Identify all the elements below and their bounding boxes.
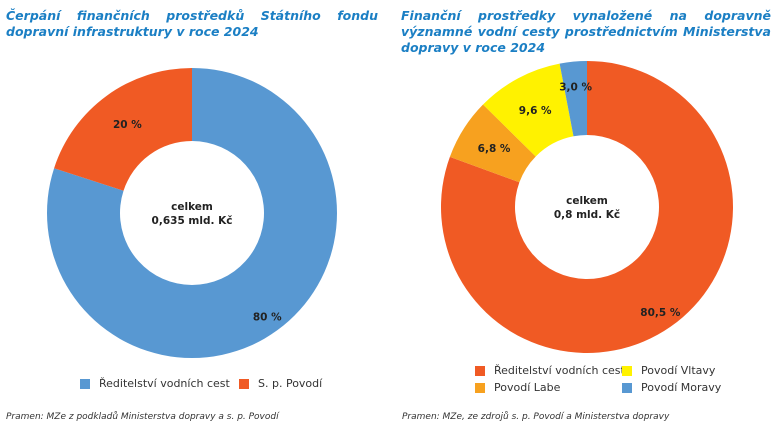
donut-slice [483,63,574,157]
center-label: celkem [566,195,608,207]
legend-item-povodi-moravy: Povodí Moravy [622,381,721,394]
donut-slice [559,61,587,137]
chart-2-title: Finanční prostředky vynaložené na doprav… [401,8,771,55]
legend-item-reditelstvi: Ředitelství vodních cest [80,377,230,390]
legend-label: Povodí Labe [494,381,561,394]
legend-label: S. p. Povodí [258,377,323,390]
legend-item-povodi-vltavy: Povodí Vltavy [622,364,715,377]
legend-swatch [475,382,485,393]
legend-label: Povodí Vltavy [641,364,716,377]
slice-value-label: 80,5 % [640,307,681,319]
legend-swatch [239,378,249,389]
source-note-2: Pramen: MZe, ze zdrojů s. p. Povodí a Mi… [402,412,670,422]
legend-label: Ředitelství vodních cest [494,364,625,377]
legend-swatch [622,382,632,393]
legend-swatch [475,365,485,376]
donut-slice [440,61,733,353]
legend-item-povodi: S. p. Povodí [239,377,322,390]
slice-value-label: 80 % [253,312,282,324]
slice-value-label: 9,6 % [519,105,552,117]
legend-label: Povodí Moravy [641,381,722,394]
donut-slice [54,68,193,191]
slice-value-label: 20 % [113,119,142,131]
donut-slice [46,68,337,358]
legend-swatch [622,365,632,376]
legend-swatch [80,378,90,389]
source-note-1: Pramen: MZe z podkladů Ministerstva dopr… [6,412,279,422]
center-label: celkem [171,201,213,213]
slice-value-label: 3,0 % [559,82,592,94]
legend-label: Ředitelství vodních cest [99,377,230,390]
donut-chart-2: 80,5 % 6,8 % 9,6 % 3,0 % celkem 0,8 mld. Kč [440,61,733,353]
legend-item-reditelstvi: Ředitelství vodních cest [475,364,625,377]
donut-chart-1: 80 % 20 % celkem 0,635 mld. Kč [46,68,337,358]
legend-item-povodi-labe: Povodí Labe [475,381,560,394]
center-total-value: 0,635 mld. Kč [152,215,233,227]
donut-slice [449,104,536,183]
center-total-value: 0,8 mld. Kč [554,209,620,221]
slice-value-label: 6,8 % [478,143,511,155]
chart-1-title: Čerpání finančních prostředků Státního f… [6,8,378,39]
